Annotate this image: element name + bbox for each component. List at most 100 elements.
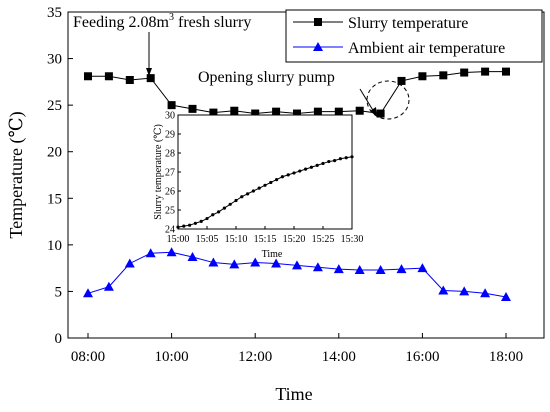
inset-point [286, 173, 290, 177]
ambient-point [145, 248, 156, 258]
ambient-point [312, 262, 323, 272]
annotation-pump: Opening slurry pump [198, 69, 410, 120]
inset-point [315, 163, 319, 167]
legend-marker-ambient [313, 42, 323, 51]
slurry-point [146, 74, 155, 83]
annotation-feeding-superscript: 3 [169, 12, 174, 23]
legend-marker-slurry [314, 18, 322, 26]
slurry-point [84, 72, 92, 81]
inset-y-tick-label: 29 [165, 130, 175, 141]
ambient-point [208, 257, 219, 267]
inset-x-tick-label: 15:25 [312, 234, 335, 245]
legend-frame [285, 9, 543, 63]
inset-y-tick-label: 28 [165, 149, 175, 160]
slurry-point [188, 104, 197, 113]
slurry-point [481, 67, 490, 76]
slurry-point [355, 106, 364, 115]
inset-y-axis: 24 25 26 27 28 29 30 [165, 111, 181, 236]
inset-series-group [176, 155, 354, 229]
inset-point [251, 189, 255, 193]
inset-plot-frame [177, 114, 353, 230]
slurry-point [230, 106, 239, 115]
ambient-point [396, 264, 407, 274]
inset-point [298, 169, 302, 173]
main-y-tick-label: 5 [55, 284, 63, 300]
inset-x-tick-label: 15:00 [167, 234, 190, 245]
inset-chart: 24 25 26 27 28 29 30 15:00 15:05 15:10 15:15 15:20… [153, 111, 363, 261]
slurry-point [313, 107, 322, 116]
inset-point [182, 224, 186, 228]
inset-x-tick-label: 15:10 [225, 234, 248, 245]
ambient-point [271, 258, 282, 268]
annotation-feeding: Feeding 2.08m3 fresh slurry [73, 12, 251, 76]
inset-point [211, 213, 215, 217]
annotation-feeding-main: Feeding 2.08m [73, 14, 170, 31]
inset-point [246, 192, 250, 196]
inset-point [176, 225, 180, 229]
main-x-tick-label: 14:00 [322, 349, 356, 365]
inset-point [338, 157, 342, 161]
inset-y-tick-label: 24 [165, 225, 175, 236]
main-x-tick-label: 18:00 [489, 349, 523, 365]
inset-point [344, 156, 348, 160]
inset-point [217, 210, 221, 214]
ambient-point [438, 285, 449, 295]
legend: Slurry temperature Ambient air temperatu… [285, 9, 543, 63]
inset-point [275, 178, 279, 182]
inset-point [292, 171, 296, 175]
main-y-tick-label: 15 [47, 191, 62, 207]
ambient-point [375, 265, 386, 275]
ambient-point [459, 286, 470, 296]
main-x-tick-label: 08:00 [71, 349, 105, 365]
ambient-point [229, 259, 240, 269]
legend-label-ambient: Ambient air temperature [348, 40, 505, 57]
inset-point [222, 206, 226, 210]
ambient-point [501, 292, 511, 302]
slurry-point [167, 101, 176, 110]
annotation-pump-arrowhead [370, 107, 377, 117]
main-y-tick-label: 35 [47, 5, 62, 21]
inset-x-axis: 15:00 15:05 15:10 15:15 15:20 15:25 15:30 [167, 226, 363, 245]
legend-label-slurry: Slurry temperature [348, 15, 468, 32]
slurry-point [251, 109, 260, 118]
inset-point [350, 155, 354, 159]
main-x-tick-label: 12:00 [238, 349, 272, 365]
main-y-tick-label: 10 [47, 238, 62, 254]
ambient-point [83, 288, 93, 298]
slurry-point [293, 109, 301, 118]
annotation-pump-arrow [359, 88, 375, 113]
inset-y-tick-label: 30 [165, 111, 175, 122]
inset-point [327, 159, 331, 164]
slurry-point [460, 68, 469, 77]
inset-y-tick-label: 26 [165, 187, 175, 198]
ambient-point [103, 281, 114, 291]
inset-x-axis-label: Time [262, 249, 283, 260]
annotation-feeding-text: Feeding 2.08m3 fresh slurry [73, 12, 251, 31]
inset-point [304, 167, 308, 171]
main-y-tick-label: 0 [55, 331, 63, 347]
slurry-point [439, 71, 448, 80]
ambient-point [187, 251, 198, 261]
inset-x-tick-label: 15:05 [196, 234, 219, 245]
slurry-point [502, 67, 510, 76]
inset-point [269, 180, 273, 185]
inset-point [263, 183, 267, 187]
inset-x-tick-label: 15:20 [283, 234, 306, 245]
ambient-point [480, 288, 491, 298]
inset-point [234, 198, 238, 203]
ambient-point [166, 247, 177, 257]
main-series-group [83, 67, 511, 302]
annotation-feeding-rest: fresh slurry [174, 14, 251, 31]
main-y-tick-label: 25 [47, 98, 62, 114]
main-x-axis-label: Time [275, 384, 312, 404]
ambient-point [417, 263, 428, 273]
ambient-point [124, 258, 135, 268]
slurry-point [272, 107, 281, 116]
inset-point [257, 186, 261, 190]
inset-y-axis-label: Slurry temperature (℃) [153, 124, 164, 220]
main-y-axis-label: Temperature (℃) [6, 111, 27, 238]
inset-point [188, 223, 192, 227]
annotation-feeding-arrowhead [146, 68, 152, 76]
slurry-point [376, 109, 385, 118]
inset-point [333, 159, 337, 163]
